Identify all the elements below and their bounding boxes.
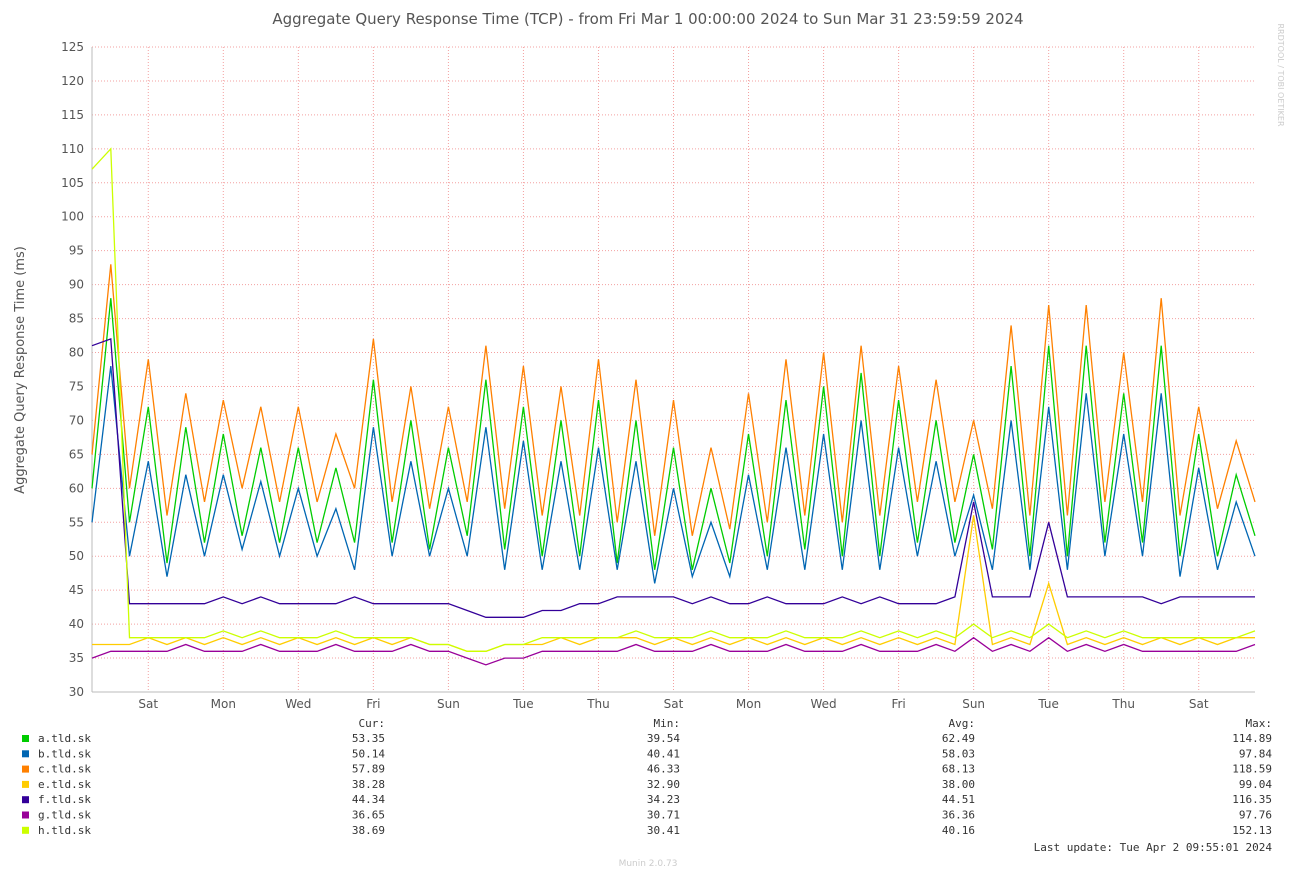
legend-label: g.tld.sk [38,809,91,822]
y-tick-label: 115 [61,108,84,122]
legend-value: 50.14 [352,747,385,760]
legend-header: Avg: [949,717,976,730]
legend-label: c.tld.sk [38,763,91,776]
legend-value: 97.84 [1239,747,1272,760]
y-tick-label: 60 [69,481,84,495]
x-tick-label: Mon [211,697,236,711]
y-tick-label: 55 [69,515,84,529]
legend-value: 40.41 [647,747,680,760]
x-tick-label: Mon [736,697,761,711]
y-tick-label: 30 [69,685,84,699]
legend-value: 38.69 [352,824,385,837]
footer: Munin 2.0.73 [619,859,678,869]
legend-value: 99.04 [1239,778,1272,791]
legend-value: 58.03 [942,747,975,760]
y-tick-label: 110 [61,142,84,156]
legend-value: 38.28 [352,778,385,791]
legend-value: 118.59 [1232,763,1272,776]
y-tick-label: 75 [69,379,84,393]
legend-swatch [22,780,29,788]
x-tick-label: Thu [586,697,610,711]
legend-value: 152.13 [1232,824,1272,837]
last-update: Last update: Tue Apr 2 09:55:01 2024 [1034,841,1273,854]
x-tick-label: Tue [1037,697,1059,711]
y-tick-label: 45 [69,583,84,597]
legend-value: 46.33 [647,763,680,776]
x-tick-label: Sun [962,697,985,711]
x-tick-label: Fri [366,697,380,711]
legend-value: 114.89 [1232,732,1272,745]
x-tick-label: Fri [891,697,905,711]
legend-label: f.tld.sk [38,793,91,806]
series-line [91,147,1256,652]
legend-value: 36.36 [942,809,975,822]
y-tick-label: 90 [69,278,84,292]
legend-value: 57.89 [352,763,385,776]
y-tick-label: 125 [61,40,84,54]
y-tick-label: 50 [69,549,84,563]
chart-title: Aggregate Query Response Time (TCP) - fr… [272,10,1023,28]
legend-label: b.tld.sk [38,747,91,760]
y-tick-label: 70 [69,413,84,427]
series-line [91,264,1256,536]
series-line [91,298,1256,570]
legend-value: 68.13 [942,763,975,776]
legend-value: 34.23 [647,793,680,806]
legend-header: Cur: [359,717,386,730]
legend-value: 30.71 [647,809,680,822]
legend-swatch [22,735,29,742]
legend-header: Max: [1246,717,1273,730]
legend-value: 116.35 [1232,793,1272,806]
legend-value: 39.54 [647,732,680,745]
y-tick-label: 85 [69,312,84,326]
y-axis-label: Aggregate Query Response Time (ms) [13,246,28,494]
legend-value: 97.76 [1239,809,1272,822]
legend-swatch [22,765,29,773]
legend-value: 38.00 [942,778,975,791]
legend-value: 62.49 [942,732,975,745]
y-tick-label: 40 [69,617,84,631]
y-tick-label: 120 [61,74,84,88]
y-tick-label: 35 [69,651,84,665]
legend-swatch [22,826,29,834]
x-tick-label: Wed [285,697,311,711]
legend-label: e.tld.sk [38,778,91,791]
legend-label: a.tld.sk [38,732,91,745]
x-tick-label: Sun [437,697,460,711]
y-tick-label: 65 [69,447,84,461]
legend-value: 40.16 [942,824,975,837]
series-line [91,366,1256,584]
y-tick-label: 100 [61,210,84,224]
legend-value: 53.35 [352,732,385,745]
legend-value: 44.34 [352,793,385,806]
legend-swatch [22,750,29,758]
y-tick-label: 95 [69,244,84,258]
series-line [91,337,1255,618]
x-tick-label: Wed [810,697,836,711]
y-tick-label: 105 [61,176,84,190]
series-line [91,636,1256,666]
watermark: RRDTOOL / TOBI OETIKER [1276,23,1285,126]
x-tick-label: Sat [664,697,684,711]
x-tick-label: Tue [512,697,534,711]
legend-value: 36.65 [352,809,385,822]
legend-swatch [22,811,29,819]
legend-value: 32.90 [647,778,680,791]
x-tick-label: Sat [1189,697,1209,711]
legend-value: 44.51 [942,793,975,806]
y-tick-label: 80 [69,346,84,360]
series-line [92,515,1255,652]
legend-label: h.tld.sk [38,824,91,837]
x-tick-label: Sat [138,697,158,711]
x-tick-label: Thu [1111,697,1135,711]
legend-value: 30.41 [647,824,680,837]
legend-swatch [22,796,29,804]
legend-header: Min: [654,717,681,730]
